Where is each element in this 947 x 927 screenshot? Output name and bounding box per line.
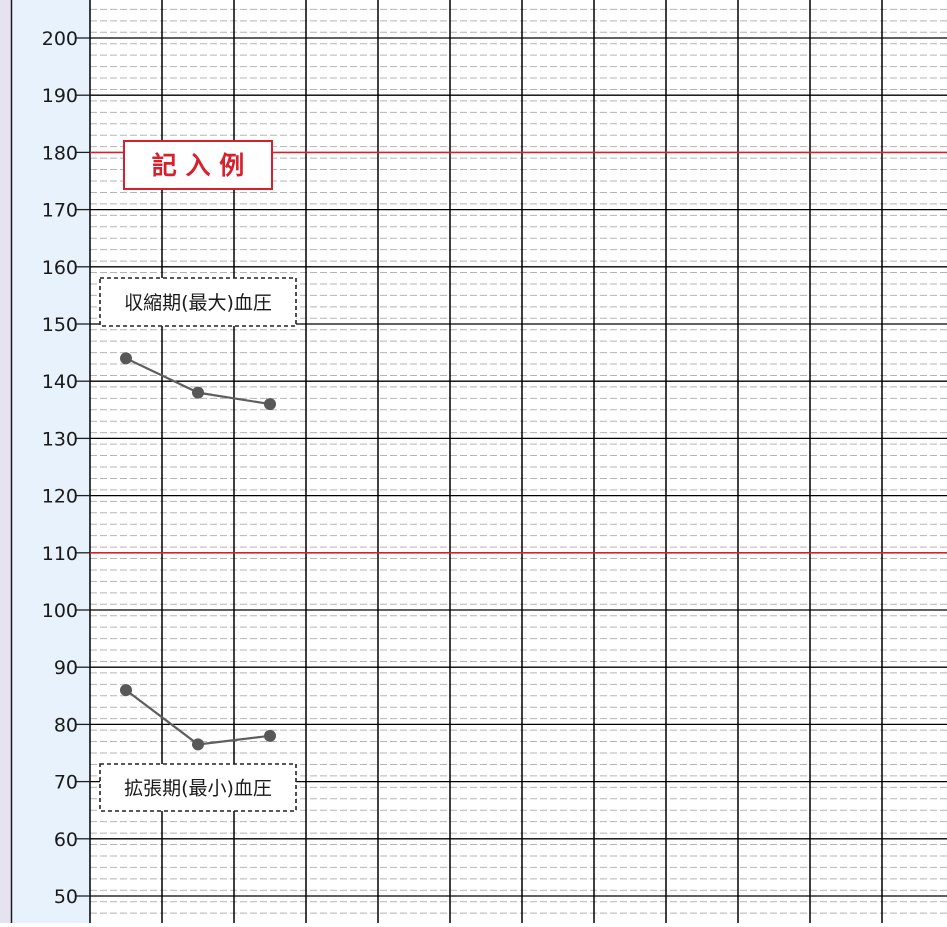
series-label-box	[99, 277, 297, 327]
y-tick-label: 160	[42, 257, 78, 279]
series-label: 拡張期(最小)血圧	[124, 778, 272, 800]
y-axis-panel	[11, 0, 90, 923]
y-tick-label: 80	[54, 714, 78, 736]
y-tick-label: 120	[42, 486, 78, 508]
y-tick-labels: 200 190 180 170 160 150 140 130 120 110 100 90 80 70 6…	[42, 28, 90, 908]
y-tick-label: 70	[54, 772, 78, 794]
y-tick-label: 50	[54, 886, 78, 908]
y-tick-label: 200	[42, 28, 78, 50]
data-point	[192, 386, 204, 399]
y-tick-label: 100	[42, 600, 78, 622]
data-point	[264, 398, 276, 411]
data-point	[120, 684, 132, 697]
y-tick-label: 90	[54, 657, 78, 679]
y-tick-label: 130	[42, 428, 78, 450]
stamp-frame	[123, 140, 273, 190]
y-tick-label: 170	[42, 200, 78, 222]
data-point	[264, 729, 276, 742]
series-label: 収縮期(最大)血圧	[124, 292, 272, 314]
sample-stamp: 記 入 例	[123, 140, 273, 190]
series-diastolic: 拡張期(最小)血圧	[99, 684, 297, 812]
data-point	[120, 352, 132, 365]
y-tick-label: 140	[42, 371, 78, 393]
y-tick-label: 150	[42, 314, 78, 336]
series-label-box	[99, 763, 297, 812]
series-systolic: 収縮期(最大)血圧	[99, 277, 297, 411]
y-tick-label: 180	[42, 142, 78, 164]
y-tick-label: 110	[42, 543, 78, 565]
stamp-text: 記 入 例	[152, 151, 244, 180]
data-point	[192, 738, 204, 751]
y-tick-label: 190	[42, 85, 78, 107]
y-tick-label: 60	[54, 829, 78, 851]
